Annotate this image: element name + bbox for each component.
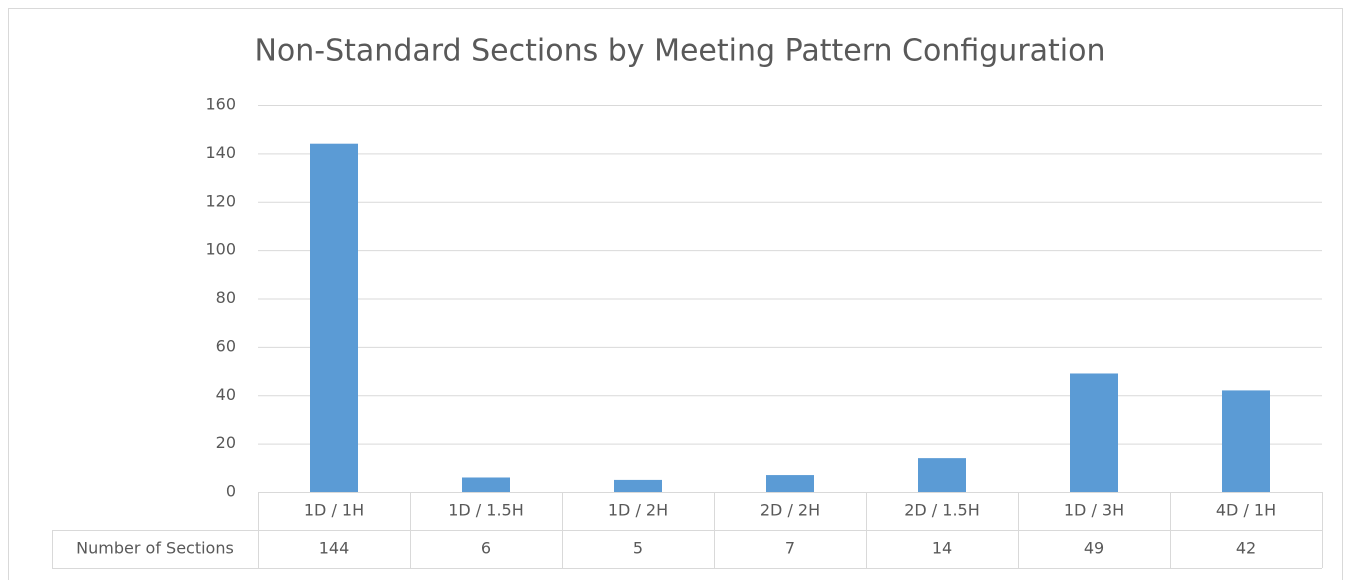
y-tick-label: 120 bbox=[205, 191, 236, 210]
y-tick-label: 0 bbox=[226, 482, 236, 501]
table-value: 6 bbox=[481, 539, 491, 558]
x-tick-label: 4D / 1H bbox=[1216, 501, 1276, 520]
y-tick-label: 80 bbox=[216, 288, 236, 307]
x-tick-label: 2D / 1.5H bbox=[904, 501, 980, 520]
bar bbox=[310, 143, 358, 492]
x-tick-label: 1D / 1H bbox=[304, 501, 364, 520]
bar bbox=[462, 477, 510, 492]
x-tick-label: 2D / 2H bbox=[760, 501, 820, 520]
y-tick-label: 160 bbox=[205, 95, 236, 114]
table-value: 7 bbox=[785, 539, 795, 558]
chart-border bbox=[8, 8, 1343, 580]
x-tick-label: 1D / 1.5H bbox=[448, 501, 524, 520]
table-value: 42 bbox=[1236, 539, 1256, 558]
bar bbox=[766, 475, 814, 492]
x-tick-label: 1D / 3H bbox=[1064, 501, 1124, 520]
bar bbox=[614, 479, 662, 492]
table-value: 49 bbox=[1084, 539, 1104, 558]
y-tick-label: 60 bbox=[216, 336, 236, 355]
y-tick-label: 140 bbox=[205, 143, 236, 162]
chart-title: Non-Standard Sections by Meeting Pattern… bbox=[254, 34, 1105, 69]
table-value: 144 bbox=[319, 539, 350, 558]
bar bbox=[1222, 390, 1270, 492]
y-tick-label: 20 bbox=[216, 433, 236, 452]
y-tick-label: 100 bbox=[205, 240, 236, 259]
series-name: Number of Sections bbox=[76, 539, 234, 558]
bar bbox=[918, 458, 966, 492]
table-value: 14 bbox=[932, 539, 952, 558]
x-tick-label: 1D / 2H bbox=[608, 501, 668, 520]
bar bbox=[1070, 373, 1118, 492]
table-value: 5 bbox=[633, 539, 643, 558]
y-tick-label: 40 bbox=[216, 385, 236, 404]
